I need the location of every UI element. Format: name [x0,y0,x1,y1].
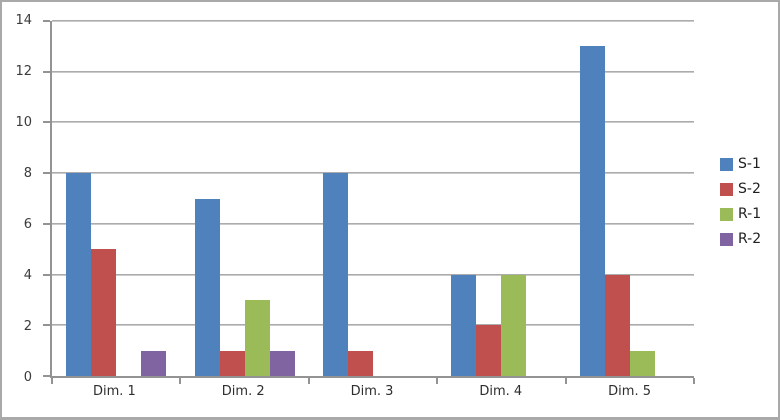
legend-item-S-1: S-1 [720,157,761,172]
y-tick-14 [43,20,50,22]
bar-R-2-Dim. 2 [269,350,295,376]
bar-S-2-Dim. 4 [476,325,502,376]
y-axis-label-4: 4 [23,268,32,283]
bar-slot-S-1-Dim. 2 [194,21,220,376]
y-axis-label-14: 14 [15,13,32,28]
x-tick-1 [179,378,182,384]
legend-label: S-1 [738,156,761,172]
bar-slot-S-1-Dim. 1 [66,21,92,376]
bar-S-1-Dim. 4 [451,274,477,376]
bar-S-2-Dim. 3 [348,350,374,376]
legend-swatch-icon [720,183,733,196]
bar-slot-S-2-Dim. 5 [604,21,630,376]
category-group-1 [52,21,180,376]
bar-slot-S-2-Dim. 1 [91,21,117,376]
bar-S-1-Dim. 3 [323,173,349,376]
x-axis-label-3: Dim. 3 [350,384,394,399]
bar-R-2-Dim. 1 [141,350,167,376]
category-group-3 [309,21,437,376]
legend-label: R-1 [738,206,762,222]
bar-slot-R-1-Dim. 1 [116,21,141,376]
legend-label: S-2 [738,181,761,197]
y-tick-0 [43,375,50,377]
bar-slot-S-1-Dim. 5 [579,21,605,376]
x-axis-label-1: Dim. 1 [92,384,136,399]
category-group-2 [180,21,308,376]
bar-slot-R-1-Dim. 4 [501,21,527,376]
legend-label: R-2 [738,231,762,247]
y-tick-2 [43,324,50,327]
category-group-4 [437,21,565,376]
bar-slot-R-2-Dim. 2 [269,21,295,376]
y-tick-8 [43,172,50,175]
x-tick-5 [693,378,695,384]
x-tick-3 [436,378,439,384]
bar-slot-S-2-Dim. 2 [219,21,245,376]
bar-R-1-Dim. 5 [629,350,655,376]
bar-slot-R-2-Dim. 4 [526,21,551,376]
bar-slot-S-2-Dim. 4 [476,21,502,376]
legend-swatch-icon [720,233,733,246]
bar-slot-R-2-Dim. 5 [655,21,680,376]
bar-R-1-Dim. 4 [501,274,527,376]
bar-S-1-Dim. 1 [66,173,92,376]
y-tick-6 [43,222,50,225]
bar-S-2-Dim. 2 [219,350,245,376]
bar-S-2-Dim. 1 [91,249,117,376]
y-tick-10 [43,121,50,124]
x-tick-0 [51,378,53,384]
category-group-5 [566,21,694,376]
x-tick-4 [564,378,567,384]
y-axis-label-8: 8 [23,166,32,181]
x-axis-labels: Dim. 1 Dim. 2 Dim. 3 Dim. 4 Dim. 5 [50,384,694,404]
bar-S-2-Dim. 5 [604,274,630,376]
bar-slot-R-1-Dim. 3 [373,21,398,376]
bar-slot-S-1-Dim. 3 [323,21,349,376]
bar-slot-R-1-Dim. 5 [629,21,655,376]
bar-slot-R-2-Dim. 1 [141,21,167,376]
bar-S-1-Dim. 5 [579,46,605,376]
bars-region [52,21,694,376]
y-tick-12 [43,70,50,73]
legend: S-1 S-2 R-1 R-2 [720,157,761,247]
bar-S-1-Dim. 2 [194,198,220,376]
legend-swatch-icon [720,208,733,221]
y-axis-label-12: 12 [15,64,32,79]
x-axis-label-2: Dim. 2 [221,384,265,399]
x-axis-label-5: Dim. 5 [608,384,651,399]
bar-R-1-Dim. 2 [244,299,270,376]
y-tick-4 [43,273,50,276]
bar-slot-S-2-Dim. 3 [348,21,374,376]
y-axis-label-10: 10 [15,115,32,130]
x-axis-label-4: Dim. 4 [479,384,523,399]
bar-slot-S-1-Dim. 4 [451,21,477,376]
y-axis-label-0: 0 [23,370,32,385]
plot-area [43,20,695,384]
y-axis-label-2: 2 [23,319,32,334]
x-tick-2 [307,378,310,384]
legend-item-R-1: R-1 [720,207,761,222]
legend-item-S-2: S-2 [720,182,761,197]
bar-slot-R-1-Dim. 2 [244,21,270,376]
legend-item-R-2: R-2 [720,232,761,247]
bar-slot-R-2-Dim. 3 [398,21,423,376]
legend-swatch-icon [720,158,733,171]
y-axis-label-6: 6 [23,217,32,232]
